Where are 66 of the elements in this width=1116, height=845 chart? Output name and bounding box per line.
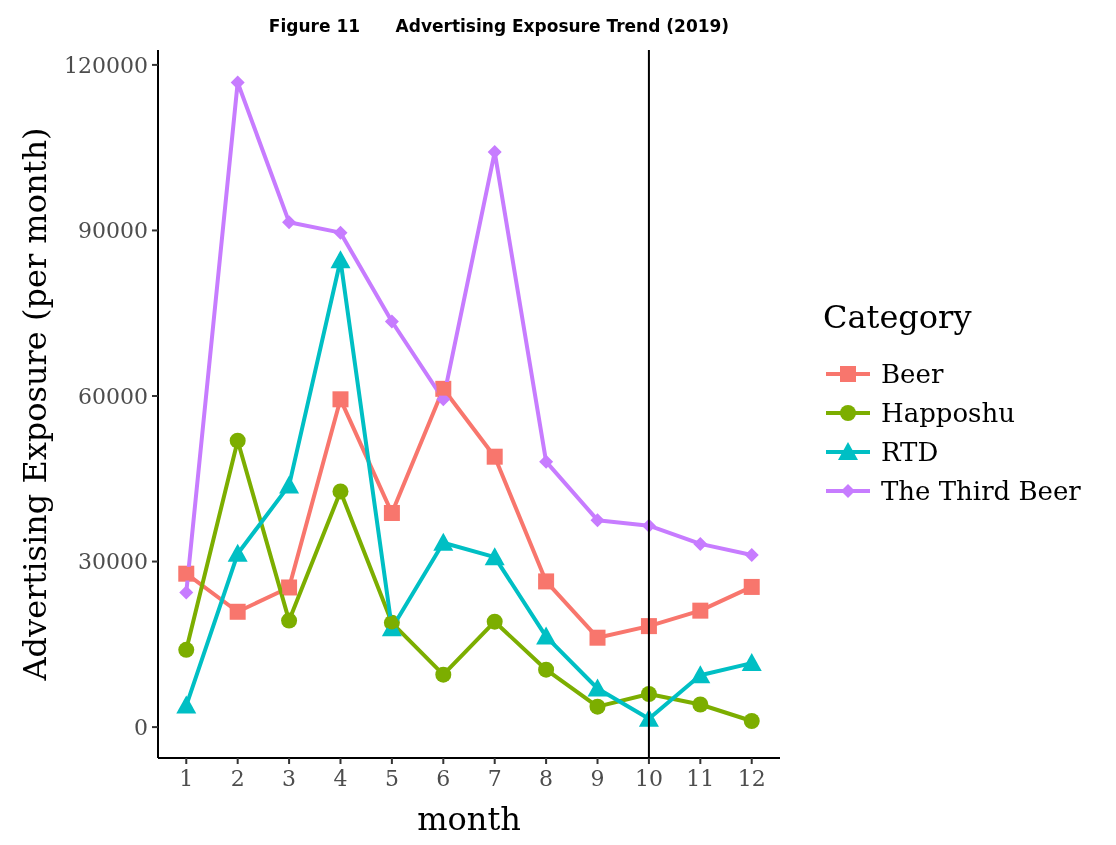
point <box>384 314 399 329</box>
point <box>281 579 298 596</box>
point <box>741 653 762 672</box>
legend-label: Happoshu <box>881 398 1015 429</box>
legend-label: The Third Beer <box>881 476 1082 507</box>
point <box>332 483 349 500</box>
point <box>230 75 245 90</box>
y-tick-label: 60000 <box>78 383 148 409</box>
point <box>536 626 557 645</box>
x-tick-label: 8 <box>539 766 554 791</box>
point <box>538 573 555 590</box>
point <box>590 513 605 528</box>
point <box>589 629 606 646</box>
point <box>229 603 246 620</box>
point <box>486 448 503 465</box>
point <box>744 547 759 562</box>
x-tick-label: 12 <box>737 766 766 791</box>
point <box>435 380 452 397</box>
point <box>743 578 760 595</box>
x-tick-label: 3 <box>282 766 297 791</box>
chart-title: Figure 11 Advertising Exposure Trend (2019) <box>268 16 730 36</box>
point <box>692 696 709 713</box>
point <box>433 532 454 551</box>
point <box>690 665 711 684</box>
point <box>227 543 248 562</box>
legend-title: Category <box>823 298 972 336</box>
y-tick-label: 0 <box>134 714 148 740</box>
point <box>332 391 349 408</box>
point <box>178 641 195 658</box>
point <box>435 666 452 683</box>
point <box>281 612 298 629</box>
point <box>693 536 708 551</box>
point <box>743 713 760 730</box>
point <box>383 504 400 521</box>
y-axis-title: Advertising Exposure (per month) <box>16 127 54 682</box>
point <box>486 613 503 630</box>
point <box>176 695 197 714</box>
point <box>484 547 505 566</box>
point <box>179 585 194 600</box>
point <box>539 454 554 469</box>
point <box>538 661 555 678</box>
x-tick-label: 2 <box>230 766 245 791</box>
legend-label: RTD <box>881 437 939 468</box>
point <box>279 475 300 494</box>
point <box>178 565 195 582</box>
x-tick-label: 10 <box>634 766 663 791</box>
y-tick-label: 120000 <box>64 52 148 78</box>
x-tick-label: 9 <box>590 766 605 791</box>
x-tick-label: 11 <box>686 766 715 791</box>
point <box>589 698 606 715</box>
point <box>333 225 348 240</box>
x-tick-label: 1 <box>179 766 194 791</box>
point <box>330 250 351 269</box>
x-tick-label: 7 <box>487 766 502 791</box>
x-axis-title: month <box>417 800 521 838</box>
y-tick-label: 90000 <box>78 218 148 244</box>
x-tick-label: 5 <box>384 766 399 791</box>
legend-label: Beer <box>881 359 944 390</box>
point <box>229 432 246 449</box>
y-tick-label: 30000 <box>78 549 148 575</box>
point <box>282 215 297 230</box>
point <box>692 602 709 619</box>
x-tick-label: 6 <box>436 766 451 791</box>
point <box>383 614 400 631</box>
x-tick-label: 4 <box>333 766 348 791</box>
point <box>587 678 608 697</box>
